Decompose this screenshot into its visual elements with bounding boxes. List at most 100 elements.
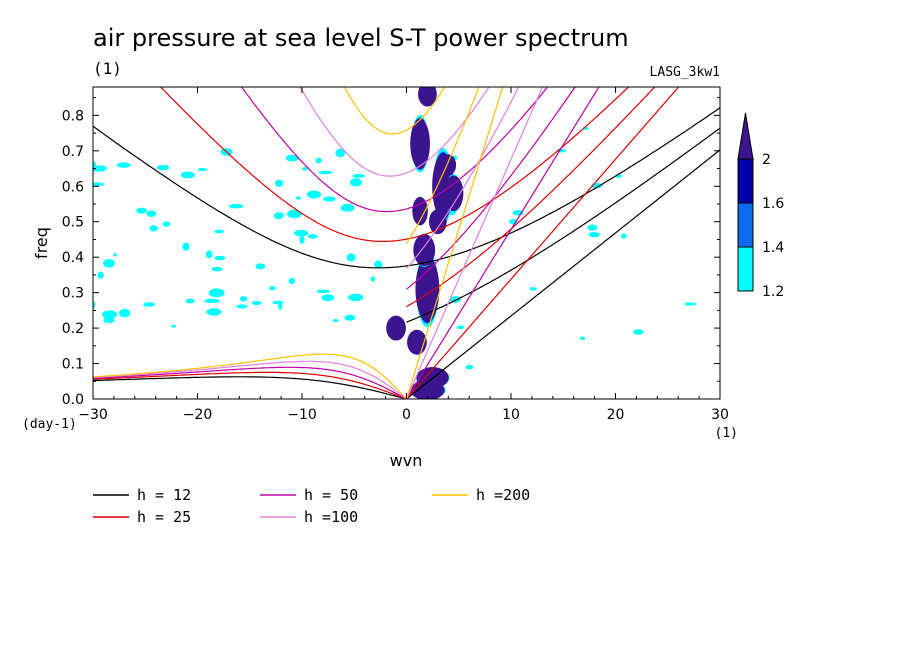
noise-patch bbox=[273, 212, 284, 220]
y-axis-label: freq bbox=[32, 227, 51, 259]
noise-patch bbox=[197, 168, 208, 172]
colorbar-label: 2 bbox=[762, 152, 771, 168]
dispersion-curve bbox=[93, 107, 720, 399]
noise-patch bbox=[321, 294, 335, 302]
noise-patch bbox=[255, 263, 266, 270]
spectral-peak bbox=[418, 87, 437, 107]
noise-patch bbox=[211, 266, 223, 272]
noise-patch bbox=[150, 212, 156, 217]
curve-line bbox=[93, 360, 407, 399]
peak-contour bbox=[410, 118, 430, 169]
dispersion-curves bbox=[93, 87, 720, 399]
noise-patch bbox=[143, 302, 156, 307]
spectral-peak bbox=[412, 196, 428, 226]
colorbar-label: 1.2 bbox=[762, 284, 784, 300]
noise-patch bbox=[374, 260, 383, 269]
spectral-peak bbox=[415, 250, 440, 328]
curve-line bbox=[93, 107, 720, 269]
noise-patch bbox=[286, 209, 302, 219]
noise-patch bbox=[529, 287, 537, 291]
noise-patch bbox=[318, 170, 333, 175]
curve-line bbox=[406, 149, 720, 399]
peak-contour bbox=[386, 315, 406, 341]
curve-line bbox=[405, 87, 600, 399]
curve-line bbox=[93, 371, 407, 399]
noise-patch bbox=[136, 207, 147, 214]
peak-contour bbox=[413, 234, 436, 267]
noise-patch bbox=[205, 250, 213, 259]
y-tick-label: 0.0 bbox=[62, 392, 84, 408]
noise-patch bbox=[214, 229, 225, 234]
noise-patch bbox=[228, 204, 244, 209]
colorbar-label: 1.6 bbox=[762, 196, 784, 212]
legend-label: h = 12 bbox=[137, 486, 191, 504]
curve-line bbox=[406, 127, 720, 323]
noise-patch bbox=[335, 148, 346, 158]
y-tick-label: 0.5 bbox=[62, 215, 84, 231]
x-tick-label: 10 bbox=[502, 407, 520, 423]
dispersion-curve bbox=[93, 87, 600, 399]
noise-patch bbox=[116, 162, 131, 168]
peak-contour bbox=[418, 87, 437, 107]
y-tick-label: 0.4 bbox=[62, 250, 84, 266]
curve-line bbox=[159, 87, 630, 242]
spectral-peak bbox=[410, 115, 430, 173]
curve-line bbox=[93, 353, 407, 399]
spectral-peak bbox=[429, 209, 447, 235]
noise-patch bbox=[579, 336, 586, 341]
dispersion-curve bbox=[93, 87, 680, 399]
noise-patch bbox=[268, 286, 276, 291]
peak-contour bbox=[443, 175, 464, 212]
curve-line bbox=[405, 87, 544, 399]
noise-patch bbox=[465, 364, 474, 370]
noise-patch bbox=[206, 308, 222, 316]
spectral-peak bbox=[386, 315, 406, 341]
y-tick-label: 0.2 bbox=[62, 321, 84, 337]
x-unit-label: (1) bbox=[715, 426, 738, 441]
curve-line bbox=[406, 87, 520, 269]
noise-patch bbox=[204, 298, 221, 304]
curve-line bbox=[406, 87, 680, 399]
noise-patch bbox=[180, 171, 195, 179]
noise-patch bbox=[684, 302, 697, 306]
noise-patch bbox=[108, 311, 117, 317]
axis-ticks: −30 −20 −10 0 10 20 30 0.0 0.1 0.2 0.3 0.4 0.5 0.6 0.7… bbox=[62, 87, 729, 423]
noise-patch bbox=[323, 196, 336, 202]
noise-patch bbox=[349, 178, 363, 187]
chart-subtitle-left: (1) bbox=[93, 59, 122, 78]
noise-patch bbox=[239, 296, 248, 302]
noise-patch bbox=[285, 154, 299, 162]
noise-patch bbox=[97, 271, 104, 279]
x-tick-label: −20 bbox=[183, 407, 213, 423]
noise-patch bbox=[588, 231, 600, 238]
noise-patch bbox=[302, 167, 308, 171]
curve-line bbox=[299, 87, 490, 177]
noise-patch bbox=[340, 203, 355, 212]
noise-patch bbox=[315, 157, 322, 164]
y-unit-label: (day-1) bbox=[22, 417, 77, 432]
noise-patch bbox=[278, 301, 283, 310]
noise-patch bbox=[112, 253, 118, 257]
x-tick-label: 20 bbox=[607, 407, 625, 423]
noise-patch bbox=[293, 229, 309, 237]
model-label: LASG_3kw1 bbox=[650, 65, 720, 80]
noise-patch bbox=[251, 300, 262, 306]
dispersion-curve bbox=[93, 87, 504, 399]
curve-line bbox=[93, 376, 407, 399]
x-tick-label: −30 bbox=[78, 407, 108, 423]
dispersion-curve bbox=[93, 87, 544, 399]
spectral-peak bbox=[443, 174, 464, 213]
noise-patch bbox=[93, 165, 107, 172]
curve-line bbox=[406, 87, 656, 308]
spectral-peak bbox=[413, 233, 436, 267]
peak-contour bbox=[415, 257, 440, 322]
chart-title: air pressure at sea level S-T power spec… bbox=[93, 24, 629, 52]
noise-patch bbox=[103, 317, 115, 324]
noise-patch bbox=[456, 325, 465, 330]
peak-contour bbox=[412, 196, 428, 226]
noise-patch bbox=[93, 301, 96, 309]
y-tick-label: 0.3 bbox=[62, 286, 84, 302]
legend-label: h = 50 bbox=[304, 486, 358, 504]
colorbar: 1.2 1.4 1.6 2 bbox=[737, 112, 784, 300]
